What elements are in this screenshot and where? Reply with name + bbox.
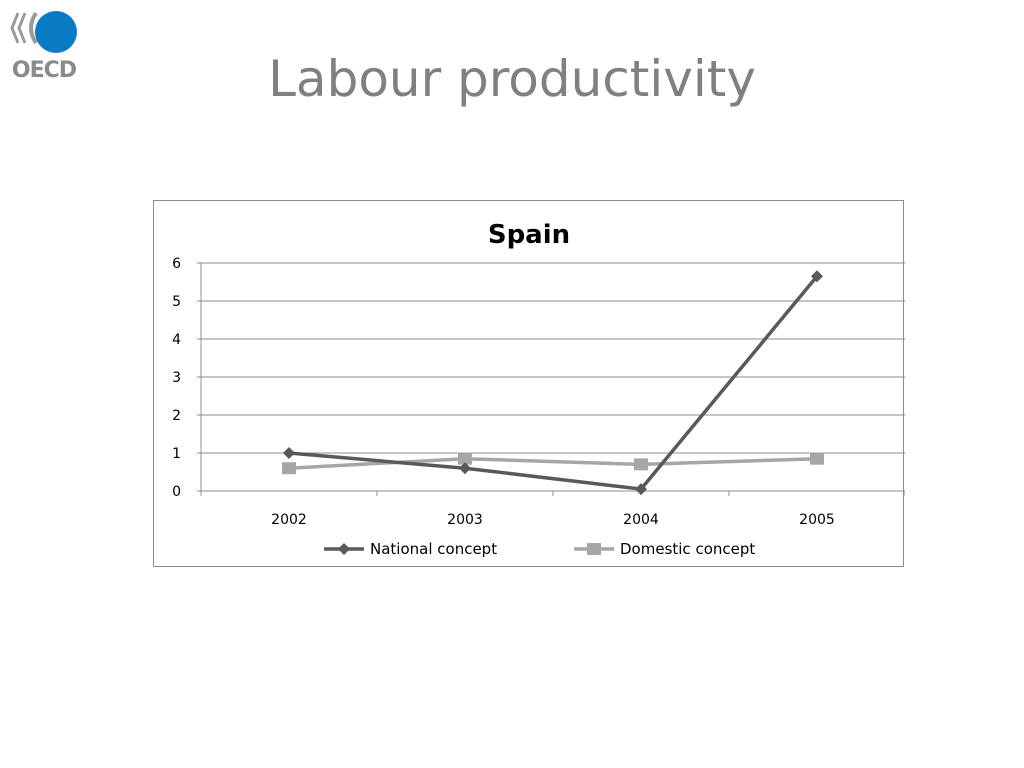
y-tick-label: 5 <box>172 294 181 310</box>
y-tick-label: 0 <box>172 484 181 500</box>
oecd-logo: OECD <box>10 10 80 83</box>
x-tick-label: 2005 <box>799 512 835 528</box>
oecd-logo-text: OECD <box>11 58 77 83</box>
chart-container: Spain 0 1 2 3 4 5 6 2002 2003 2004 2005 National con… <box>153 200 905 567</box>
x-tick-label: 2004 <box>623 512 659 528</box>
data-point-domestic <box>282 462 296 475</box>
y-tick-label: 1 <box>172 446 181 462</box>
y-tick-label: 4 <box>172 332 181 348</box>
series-line-domestic <box>288 456 818 470</box>
data-point-national <box>283 447 295 459</box>
data-point-domestic <box>810 452 824 465</box>
legend-label: Domestic concept <box>620 540 755 558</box>
data-point-national <box>811 270 823 283</box>
data-point-national <box>635 483 647 496</box>
oecd-logo-mark <box>10 11 77 53</box>
line-chart: Spain 0 1 2 3 4 5 6 2002 2003 2004 2005 National con… <box>172 220 905 558</box>
legend-label: National concept <box>370 540 497 558</box>
chart-title: Spain <box>488 220 570 250</box>
y-tick-label: 6 <box>172 256 181 272</box>
y-tick-label: 3 <box>172 370 181 386</box>
series-line-national <box>288 275 819 491</box>
x-tick-label: 2003 <box>447 512 483 528</box>
legend-marker-square <box>587 543 601 555</box>
slide-title: Labour productivity <box>268 50 756 108</box>
legend-marker-diamond <box>338 543 350 555</box>
y-tick-label: 2 <box>172 408 181 424</box>
data-point-national <box>459 462 471 475</box>
data-point-domestic <box>634 458 648 471</box>
data-point-domestic <box>458 452 472 465</box>
x-tick-label: 2002 <box>271 512 307 528</box>
